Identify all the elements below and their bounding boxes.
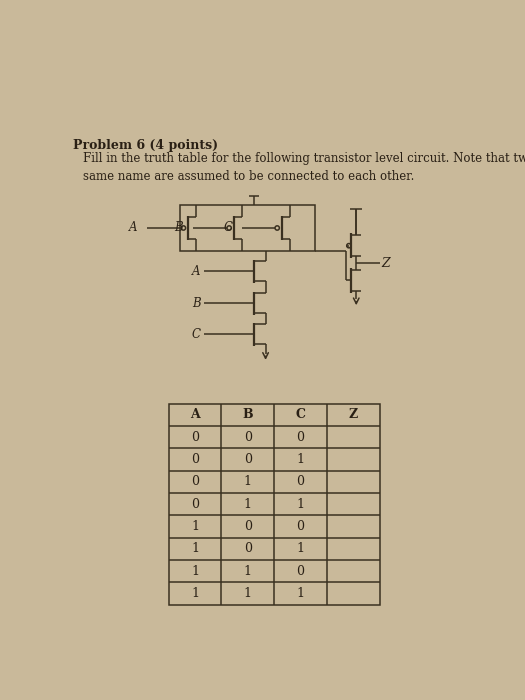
Text: 1: 1: [244, 587, 252, 600]
Text: 0: 0: [297, 475, 304, 488]
Text: A: A: [192, 265, 201, 278]
Text: 1: 1: [191, 564, 199, 578]
Text: 1: 1: [244, 498, 252, 510]
Text: B: B: [192, 297, 201, 310]
Text: Z: Z: [349, 408, 358, 421]
Text: 0: 0: [244, 520, 252, 533]
Text: 0: 0: [191, 475, 199, 488]
Text: Problem 6 (4 points): Problem 6 (4 points): [74, 139, 218, 153]
Text: C: C: [192, 328, 201, 341]
Text: A: A: [190, 408, 200, 421]
Text: 1: 1: [297, 453, 304, 466]
Text: B: B: [174, 221, 183, 234]
Text: Fill in the truth table for the following transistor level circuit. Note that tw: Fill in the truth table for the followin…: [82, 152, 525, 183]
Text: 0: 0: [244, 453, 252, 466]
Text: 1: 1: [244, 475, 252, 488]
Text: B: B: [243, 408, 253, 421]
Text: 1: 1: [297, 587, 304, 600]
Bar: [169, 403, 380, 605]
Text: Z: Z: [382, 256, 391, 270]
Text: 0: 0: [191, 430, 199, 444]
Text: C: C: [296, 408, 306, 421]
Text: 0: 0: [191, 453, 199, 466]
Text: 1: 1: [191, 542, 199, 555]
Text: 0: 0: [244, 542, 252, 555]
Text: A: A: [129, 221, 137, 234]
Text: 0: 0: [244, 430, 252, 444]
Bar: [180, 205, 315, 251]
Text: 1: 1: [244, 564, 252, 578]
Text: 1: 1: [191, 520, 199, 533]
Text: C: C: [223, 221, 232, 234]
Text: 1: 1: [297, 542, 304, 555]
Text: 0: 0: [297, 430, 304, 444]
Text: 1: 1: [297, 498, 304, 510]
Text: 0: 0: [297, 564, 304, 578]
Text: 0: 0: [191, 498, 199, 510]
Text: 0: 0: [297, 520, 304, 533]
Text: 1: 1: [191, 587, 199, 600]
